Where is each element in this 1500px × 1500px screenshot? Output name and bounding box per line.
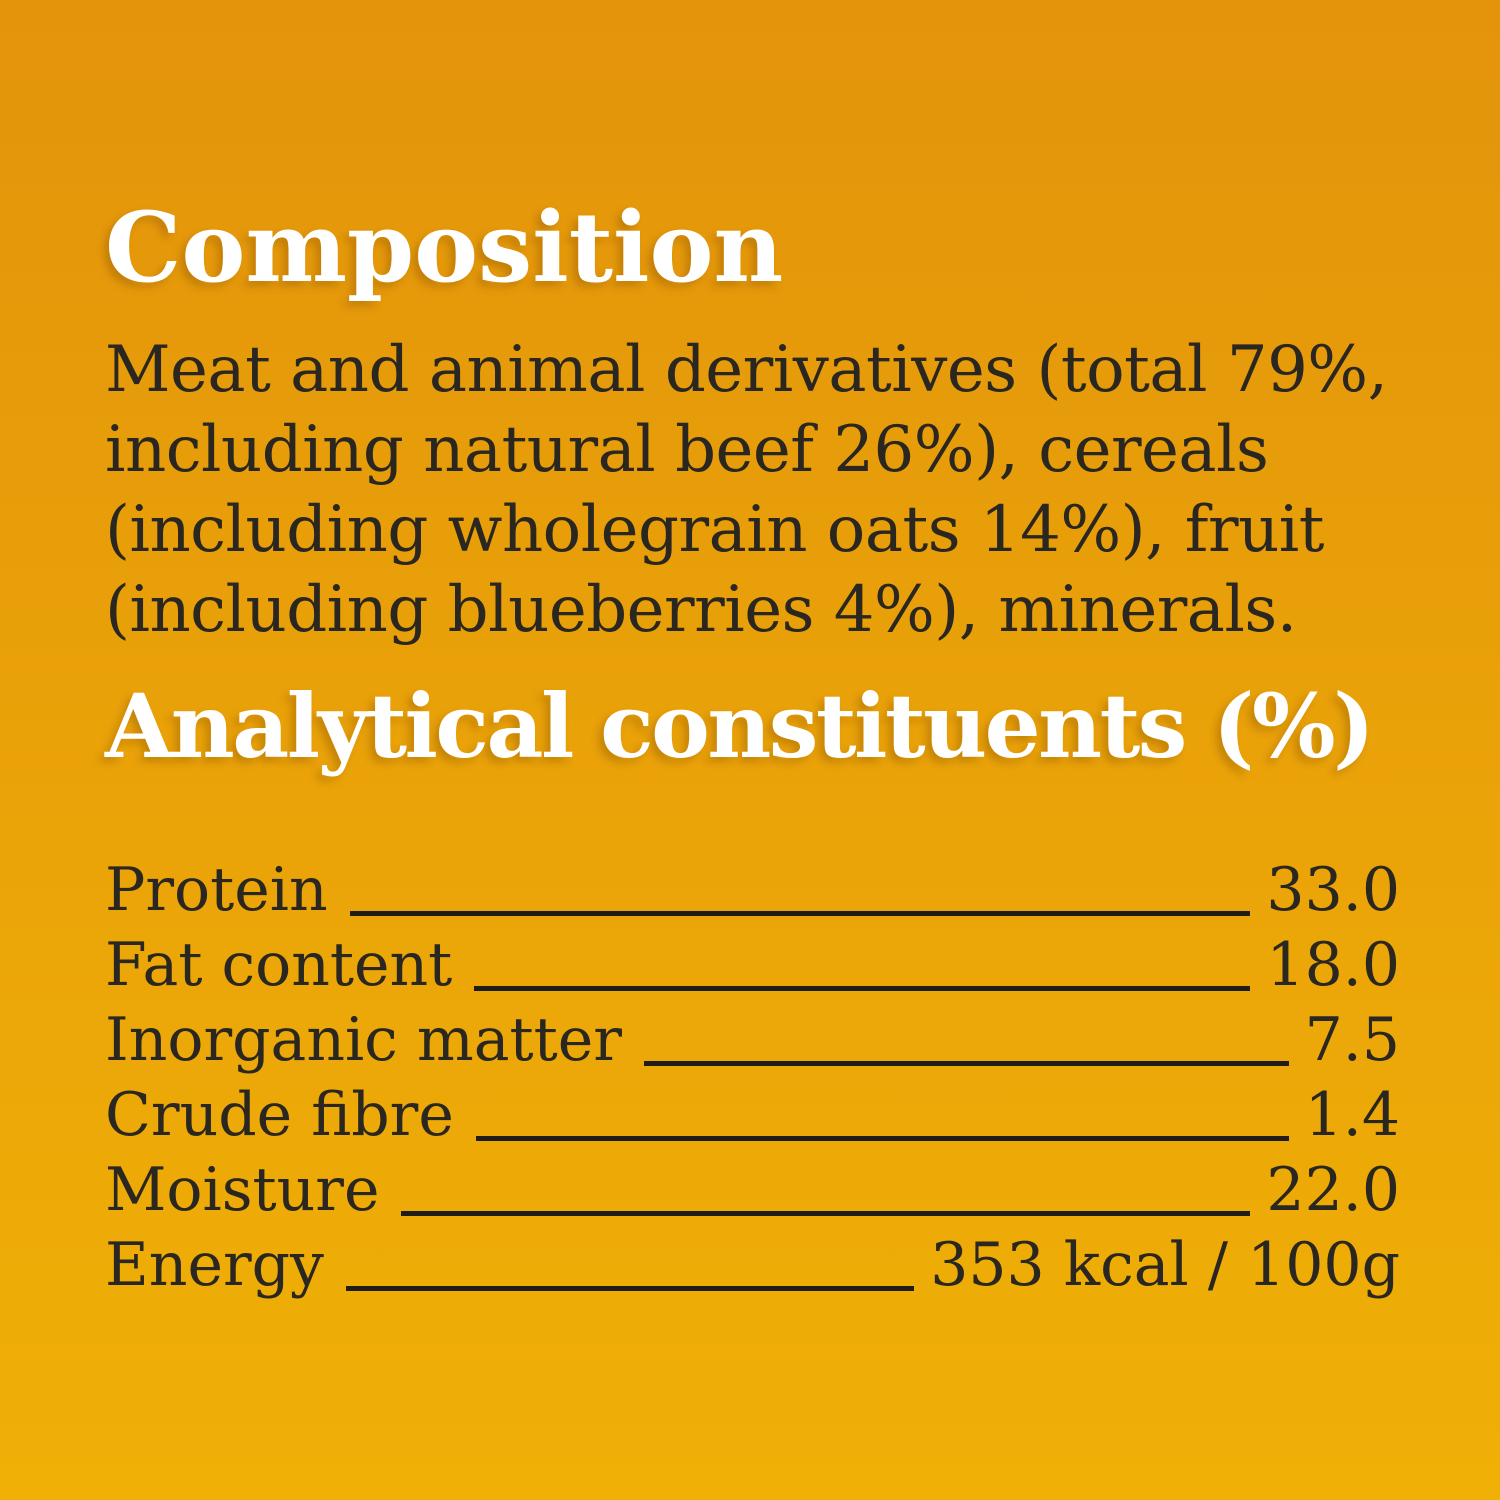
table-row-moisture: Moisture 22.0 [105, 1153, 1400, 1228]
row-value: 18.0 [1266, 930, 1400, 1000]
row-value: 22.0 [1266, 1155, 1400, 1225]
row-value: 353 kcal / 100g [930, 1230, 1400, 1300]
analytical-constituents-table: Protein 33.0 Fat content 18.0 Inorganic … [105, 853, 1400, 1303]
row-value: 7.5 [1304, 1005, 1400, 1075]
table-row-inorganic-matter: Inorganic matter 7.5 [105, 1003, 1400, 1078]
row-value: 1.4 [1304, 1080, 1400, 1150]
row-label: Protein [105, 855, 328, 925]
table-row-protein: Protein 33.0 [105, 853, 1400, 928]
row-label: Inorganic matter [105, 1005, 622, 1075]
composition-line: (including wholegrain oats 14%), fruit [105, 493, 1324, 567]
leader-line [643, 1061, 1289, 1066]
leader-line [401, 1211, 1251, 1216]
row-value: 33.0 [1266, 855, 1400, 925]
leader-line [474, 986, 1251, 991]
row-label: Energy [105, 1230, 324, 1300]
composition-line: (including blueberries 4%), minerals. [105, 573, 1297, 647]
leader-line [345, 1286, 915, 1291]
composition-heading: Composition [105, 191, 784, 304]
composition-line: including natural beef 26%), cereals [105, 413, 1269, 487]
composition-line: Meat and animal derivatives (total 79%, [105, 333, 1388, 407]
analytical-constituents-heading: Analytical constituents (%) [105, 674, 1375, 778]
table-row-crude-fibre: Crude fibre 1.4 [105, 1078, 1400, 1153]
leader-line [349, 911, 1251, 916]
row-label: Moisture [105, 1155, 380, 1225]
table-row-fat-content: Fat content 18.0 [105, 928, 1400, 1003]
row-label: Crude fibre [105, 1080, 454, 1150]
row-label: Fat content [105, 930, 453, 1000]
table-row-energy: Energy 353 kcal / 100g [105, 1228, 1400, 1303]
composition-text: Meat and animal derivatives (total 79%, … [105, 330, 1400, 650]
leader-line [475, 1136, 1289, 1141]
